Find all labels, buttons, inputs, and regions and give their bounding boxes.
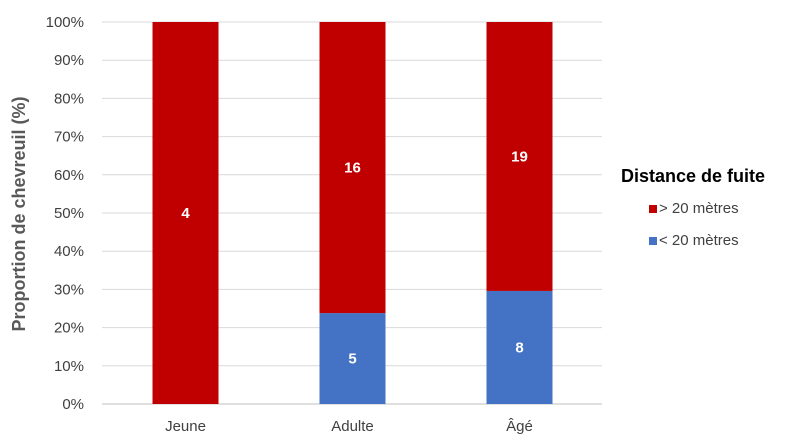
legend-title: Distance de fuite (621, 166, 765, 186)
y-tick-label: 70% (54, 129, 84, 146)
bar-data-label: 8 (515, 339, 523, 356)
x-category-label: Adulte (331, 418, 374, 435)
legend-items: > 20 mètres < 20 mètres (649, 200, 739, 249)
y-tick-label: 20% (54, 320, 84, 337)
x-category-label: Âgé (506, 418, 533, 435)
bar-data-label: 4 (181, 205, 190, 222)
y-tick-label: 80% (54, 90, 84, 107)
y-axis-label: Proportion de chevreuil (%) (9, 96, 29, 331)
bar-data-label: 5 (348, 351, 356, 368)
x-category-label: Jeune (165, 418, 206, 435)
bar-data-label: 16 (344, 160, 361, 177)
legend-item-label: < 20 mètres (659, 232, 739, 249)
x-axis-categories: Jeune Adulte Âgé (165, 418, 533, 435)
y-tick-label: 90% (54, 52, 84, 69)
y-tick-label: 40% (54, 243, 84, 260)
legend-swatch (649, 237, 657, 245)
legend-item-label: > 20 mètres (659, 200, 739, 217)
bar-data-label: 19 (511, 148, 528, 165)
y-tick-label: 60% (54, 167, 84, 184)
y-tick-label: 0% (62, 396, 84, 413)
bars: 4 5 16 8 19 (153, 22, 553, 404)
y-tick-label: 10% (54, 358, 84, 375)
legend: Distance de fuite > 20 mètres < 20 mètres (621, 166, 765, 249)
legend-swatch (649, 205, 657, 213)
y-tick-label: 50% (54, 205, 84, 222)
y-axis-ticks: 0% 10% 20% 30% 40% 50% 60% 70% 80% 90% 100% (46, 14, 84, 413)
y-tick-label: 100% (46, 14, 84, 31)
y-tick-label: 30% (54, 281, 84, 298)
